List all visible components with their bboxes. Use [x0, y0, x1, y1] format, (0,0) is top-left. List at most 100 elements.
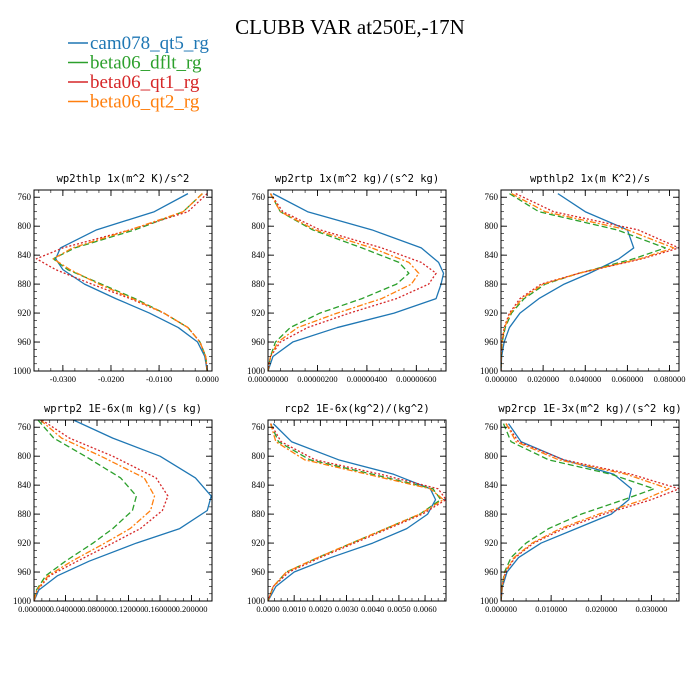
- series-line-beta06_qt1_rg: [34, 420, 169, 601]
- y-tick-label: 960: [485, 337, 499, 347]
- y-tick-label: 880: [18, 509, 32, 519]
- x-tick-label: 0.010000: [535, 604, 567, 614]
- plot-frame: [33, 419, 213, 602]
- y-tick-label: 920: [485, 308, 499, 318]
- y-tick-label: 920: [485, 538, 499, 548]
- x-tick-label: 0.040000: [569, 374, 601, 384]
- y-tick-label: 880: [485, 279, 499, 289]
- y-tick-label: 880: [252, 509, 266, 519]
- panel-title: wprtp2 1E-6x(m kg)/(s kg): [44, 403, 202, 415]
- x-tick-label: 0.0020: [309, 604, 332, 614]
- x-tick-label: 0.0000: [256, 604, 279, 614]
- y-tick-label: 1000: [480, 366, 499, 376]
- y-tick-label: 840: [485, 480, 499, 490]
- plot-frame: [33, 189, 213, 372]
- y-tick-label: 920: [252, 308, 266, 318]
- panels: wp2thlp 1x(m^2 K)/s^2 760 800 840 880 920 960 1…: [13, 173, 685, 614]
- x-tick-label: -0.0100: [146, 374, 172, 384]
- y-tick-label: 840: [252, 480, 266, 490]
- series-line-beta06_dflt_rg: [268, 423, 442, 601]
- x-tick-label: 0.0050: [387, 604, 410, 614]
- series-line-beta06_qt1_rg: [268, 193, 437, 371]
- series-line-beta06_dflt_rg: [268, 193, 410, 371]
- x-tick-label: -0.0200: [98, 374, 124, 384]
- y-tick-label: 1000: [480, 596, 499, 606]
- panel-title: wp2thlp 1x(m^2 K)/s^2: [57, 173, 190, 185]
- x-tick-label: 0.00000400: [347, 374, 387, 384]
- y-tick-label: 1000: [247, 366, 266, 376]
- y-tick-label: 880: [18, 279, 32, 289]
- series-line-beta06_qt1_rg: [35, 193, 208, 371]
- series-line-cam078_qt5_rg: [268, 423, 437, 601]
- legend-entry: beta06_qt1_rg: [68, 72, 200, 93]
- chart-panel: wp2rtp 1x(m^2 kg)/(s^2 kg) 760 800 840 880 92…: [247, 173, 447, 384]
- chart-panel: rcp2 1E-6x(kg^2)/(kg^2) 760 800 840 880 920 96…: [247, 403, 447, 614]
- x-tick-label: 0.080000: [654, 374, 686, 384]
- chart-panel: wp2rcp 1E-3x(m^2 kg)/(s^2 kg) 760 800 840 88…: [480, 403, 682, 614]
- x-tick-label: 0.000000: [18, 604, 50, 614]
- y-tick-label: 800: [252, 221, 266, 231]
- series-group: [35, 193, 208, 371]
- series-group: [34, 420, 212, 601]
- panel-title: wp2rtp 1x(m^2 kg)/(s^2 kg): [275, 173, 439, 185]
- x-tick-label: 0.020000: [585, 604, 617, 614]
- y-tick-label: 960: [18, 337, 32, 347]
- plot-frame: [267, 419, 447, 602]
- panel-title: rcp2 1E-6x(kg^2)/(kg^2): [284, 403, 429, 415]
- x-tick-label: 0.200000: [176, 604, 208, 614]
- legend-label: beta06_dflt_rg: [90, 53, 202, 74]
- y-tick-label: 800: [18, 451, 32, 461]
- y-tick-label: 800: [485, 221, 499, 231]
- y-tick-label: 760: [18, 422, 32, 432]
- series-group: [501, 423, 679, 601]
- y-tick-label: 960: [252, 337, 266, 347]
- series-line-beta06_dflt_rg: [34, 420, 138, 601]
- legend-label: beta06_qt2_rg: [90, 92, 200, 113]
- x-tick-label: 0.160000: [144, 604, 176, 614]
- series-line-beta06_dflt_rg: [52, 193, 208, 371]
- x-tick-label: 0.00000600: [396, 374, 436, 384]
- x-tick-label: 0.0060: [413, 604, 436, 614]
- x-tick-label: 0.0010: [282, 604, 305, 614]
- y-tick-label: 760: [485, 192, 499, 202]
- panel-title: wpthlp2 1x(m K^2)/s: [530, 173, 650, 185]
- y-tick-label: 800: [252, 451, 266, 461]
- series-group: [501, 193, 679, 371]
- x-tick-label: 0.030000: [635, 604, 667, 614]
- x-tick-label: -0.0300: [50, 374, 76, 384]
- plot-frame: [500, 189, 680, 372]
- x-tick-label: 0.000000: [485, 604, 517, 614]
- y-tick-label: 920: [18, 538, 32, 548]
- series-line-beta06_qt1_rg: [501, 193, 679, 371]
- x-tick-label: 0.000000: [485, 374, 517, 384]
- series-line-beta06_qt2_rg: [268, 423, 445, 601]
- legend-entry: beta06_qt2_rg: [68, 92, 200, 113]
- x-tick-label: 0.0040: [361, 604, 384, 614]
- series-line-cam078_qt5_rg: [501, 423, 633, 601]
- chart-panel: wpthlp2 1x(m K^2)/s 760 800 840 880 920 960 100…: [480, 173, 685, 384]
- panel-title: wp2rcp 1E-3x(m^2 kg)/(s^2 kg): [498, 403, 681, 415]
- series-line-cam078_qt5_rg: [501, 193, 635, 371]
- y-tick-label: 840: [18, 250, 32, 260]
- y-tick-label: 840: [18, 480, 32, 490]
- y-tick-label: 880: [485, 509, 499, 519]
- plot-frame: [267, 189, 447, 372]
- chart-panel: wprtp2 1E-6x(m kg)/(s kg) 760 800 840 880 920…: [13, 403, 213, 614]
- x-tick-label: 0.060000: [611, 374, 643, 384]
- x-tick-label: 0.080000: [81, 604, 113, 614]
- series-group: [268, 423, 446, 601]
- series-line-beta06_dflt_rg: [501, 423, 655, 601]
- y-tick-label: 1000: [13, 366, 32, 376]
- y-tick-label: 760: [485, 422, 499, 432]
- y-tick-label: 840: [485, 250, 499, 260]
- series-line-beta06_qt1_rg: [268, 423, 446, 601]
- figure-title: CLUBB VAR at250E,-17N: [235, 15, 465, 39]
- legend: cam078_qt5_rgbeta06_dflt_rgbeta06_qt1_rg…: [68, 33, 209, 113]
- series-line-cam078_qt5_rg: [55, 193, 208, 371]
- y-tick-label: 960: [252, 567, 266, 577]
- y-tick-label: 800: [485, 451, 499, 461]
- y-tick-label: 760: [252, 422, 266, 432]
- y-tick-label: 960: [18, 567, 32, 577]
- y-tick-label: 920: [252, 538, 266, 548]
- series-line-cam078_qt5_rg: [34, 420, 212, 601]
